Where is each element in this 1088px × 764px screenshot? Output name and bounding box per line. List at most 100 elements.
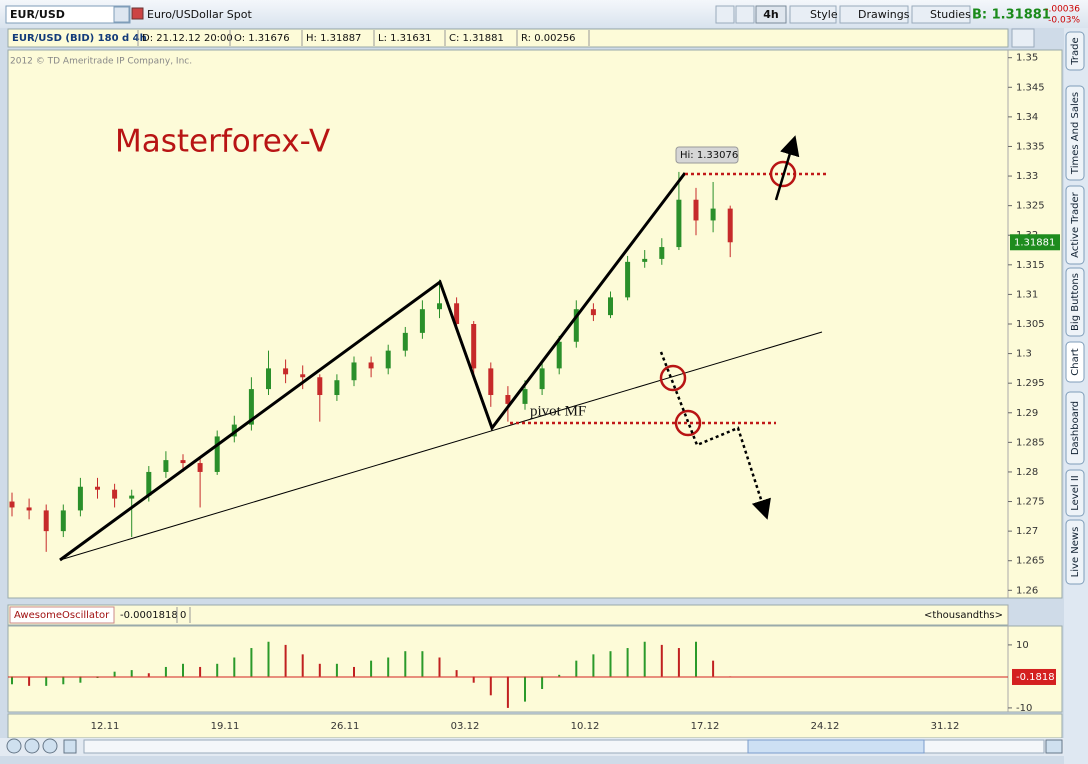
x-tick-label: 03.12 bbox=[451, 721, 480, 732]
osc-bar bbox=[199, 666, 202, 677]
osc-bar bbox=[626, 648, 629, 677]
candle-body bbox=[385, 350, 391, 369]
osc-bar bbox=[284, 644, 287, 677]
side-tabs: Trade Times And Sales Active Trader Big But… bbox=[1065, 31, 1085, 585]
osc-bar bbox=[541, 676, 544, 690]
y-tick-label: 1.28 bbox=[1016, 467, 1038, 478]
candle-body bbox=[454, 303, 460, 324]
osc-bar bbox=[489, 676, 492, 696]
trend-line bbox=[59, 331, 823, 561]
candle-body bbox=[26, 507, 32, 511]
candle-body bbox=[727, 208, 733, 243]
studies-button[interactable] bbox=[911, 5, 971, 24]
candle-body bbox=[539, 368, 545, 390]
osc-name-box[interactable] bbox=[9, 606, 115, 624]
trend-zigzag bbox=[59, 172, 687, 562]
osc-bar bbox=[421, 651, 424, 677]
side-tab-label: Dashboard bbox=[1070, 401, 1081, 455]
osc-bar bbox=[45, 676, 48, 686]
candle-body bbox=[231, 424, 237, 437]
arrow-down bbox=[659, 351, 771, 520]
osc-bar bbox=[147, 673, 150, 677]
candle-body bbox=[197, 463, 203, 472]
bid: B: 1.31881 bbox=[972, 8, 1051, 23]
side-tab[interactable] bbox=[1065, 391, 1085, 465]
aggregation: 4h bbox=[763, 8, 779, 21]
osc-bar bbox=[677, 648, 680, 677]
side-tab-label: Active Trader bbox=[1070, 191, 1081, 257]
drawings bbox=[59, 135, 828, 562]
side-tab[interactable] bbox=[1065, 469, 1085, 517]
side-tab[interactable] bbox=[1065, 341, 1085, 383]
y-tick-label: 1.31 bbox=[1016, 289, 1038, 300]
hi-label-box bbox=[675, 146, 739, 164]
candle-body bbox=[129, 495, 135, 499]
pivot-label: pivot MF bbox=[530, 403, 586, 419]
candle-body bbox=[334, 380, 340, 396]
side-tab-label: Live News bbox=[1070, 527, 1081, 578]
osc-bar bbox=[472, 676, 475, 683]
nav-button[interactable] bbox=[6, 738, 22, 754]
symbol-dropdown[interactable] bbox=[113, 6, 130, 23]
x-axis-labels: 12.11 19.11 26.11 03.12 10.12 17.12 24.12 31.12 bbox=[91, 721, 960, 732]
scroll-thumb[interactable] bbox=[747, 739, 925, 754]
side-tab[interactable] bbox=[1065, 519, 1085, 585]
osc-bar bbox=[387, 657, 390, 677]
style-button[interactable] bbox=[789, 5, 837, 24]
symbol-icon bbox=[131, 7, 144, 20]
info-bar bbox=[7, 28, 1009, 48]
side-tab[interactable] bbox=[1065, 85, 1085, 181]
zoom-in[interactable] bbox=[24, 738, 40, 754]
osc-bar bbox=[370, 660, 373, 677]
price-panel bbox=[7, 49, 1063, 599]
change: -.00036 bbox=[1045, 5, 1080, 15]
tool-button[interactable] bbox=[715, 5, 735, 24]
aggregation-button[interactable] bbox=[755, 5, 787, 24]
osc-bar bbox=[335, 663, 338, 677]
y-tick-label: 1.325 bbox=[1016, 201, 1045, 212]
zoom-out[interactable] bbox=[42, 738, 58, 754]
candle-body bbox=[77, 486, 83, 511]
side-tab[interactable] bbox=[1065, 31, 1085, 71]
osc-bar bbox=[524, 676, 526, 702]
x-axis bbox=[7, 713, 1063, 739]
osc-bar bbox=[318, 663, 321, 677]
candle-body bbox=[43, 510, 49, 532]
circle-marker bbox=[674, 409, 702, 437]
candle-body bbox=[214, 436, 220, 472]
hi-label: Hi: 1.33076 bbox=[680, 150, 738, 161]
y-tick-label: 1.33 bbox=[1016, 171, 1038, 182]
candle-body bbox=[471, 324, 477, 369]
osc-bar bbox=[660, 644, 663, 677]
osc-bar bbox=[404, 651, 407, 677]
candle-body bbox=[676, 199, 682, 248]
symbol-box[interactable] bbox=[5, 5, 131, 24]
osc-bar bbox=[216, 663, 219, 677]
osc-bar bbox=[643, 641, 646, 677]
osc-bar bbox=[609, 651, 612, 677]
side-tab[interactable] bbox=[1065, 267, 1085, 337]
circle-marker bbox=[659, 364, 687, 392]
candle-body bbox=[522, 389, 528, 404]
candle-body bbox=[283, 368, 289, 375]
y-tick-label: 1.305 bbox=[1016, 319, 1045, 330]
y-tick-label: 1.27 bbox=[1016, 526, 1038, 537]
tool-button[interactable] bbox=[735, 5, 755, 24]
osc-bar bbox=[113, 671, 116, 677]
style-label: Style bbox=[810, 8, 838, 21]
info-cells: EUR/USD (BID) 180 d 4hD: 21.12.12 20:00 O… bbox=[12, 30, 590, 46]
expand-button[interactable] bbox=[1045, 739, 1063, 754]
side-tab[interactable] bbox=[1065, 185, 1085, 265]
pan-button[interactable] bbox=[63, 739, 77, 754]
candle-body bbox=[95, 486, 100, 490]
candle-body bbox=[590, 309, 596, 316]
candle-body bbox=[180, 460, 186, 464]
x-tick-label: 24.12 bbox=[811, 721, 840, 732]
hand-button[interactable] bbox=[1011, 28, 1035, 48]
last-price-box bbox=[1010, 234, 1060, 251]
osc-bar bbox=[592, 654, 595, 677]
osc-bar bbox=[130, 670, 133, 677]
last-price: 1.31881 bbox=[1014, 237, 1055, 248]
drawings-button[interactable] bbox=[839, 5, 909, 24]
